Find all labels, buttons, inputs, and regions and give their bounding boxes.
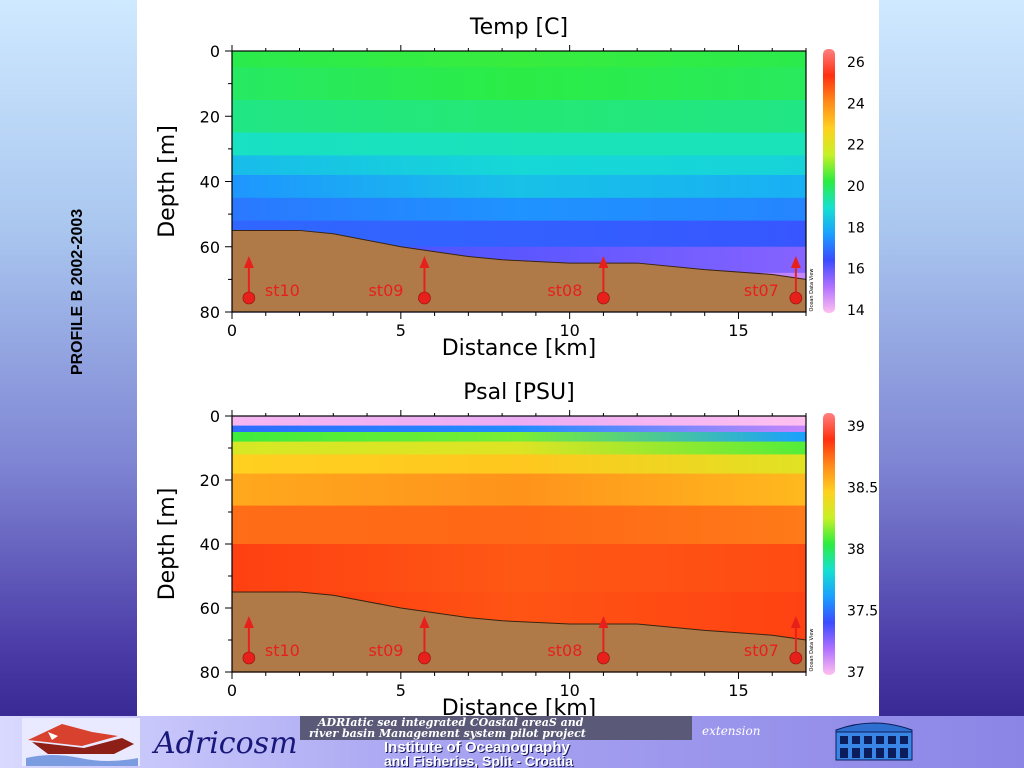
y-tick-label: 0: [210, 407, 220, 426]
seabed: [232, 592, 806, 672]
station-marker: [242, 291, 256, 305]
field-band: [232, 51, 806, 68]
institute-building-icon: [835, 722, 913, 761]
field-band: [232, 99, 806, 134]
x-tick-label: 0: [227, 321, 237, 340]
station-arrowhead: [419, 256, 430, 268]
profile-title: PROFILE B 2002-2003: [69, 208, 86, 376]
field-band: [232, 473, 806, 507]
charts-svg: Temp [C] st10 st09 st08 st07 0 5 10 15 Distance […: [155, 15, 878, 716]
station-marker: [789, 651, 803, 665]
station-arrowhead: [790, 616, 801, 628]
colorbar-tick-label: 37.5: [847, 604, 878, 620]
brand-name: Adricosm: [154, 726, 298, 761]
colorbar-tick-label: 16: [847, 262, 865, 278]
x-tick-label: 15: [728, 321, 748, 340]
x-tick-label: 5: [396, 321, 406, 340]
field-band: [232, 454, 806, 475]
field-band: [232, 197, 806, 222]
x-tick-label: 15: [728, 681, 748, 700]
colorbar-tick-label: 37: [847, 665, 865, 681]
field-band: [232, 174, 806, 199]
y-tick-label: 0: [210, 42, 220, 61]
y-axis-label: Depth [m]: [155, 488, 180, 601]
station-marker: [418, 291, 431, 305]
field-band: [232, 67, 806, 101]
y-tick-label: 80: [200, 663, 220, 682]
field-band: [232, 544, 806, 593]
project-line-1: ADRIatic sea integrated COastal areaS an…: [318, 716, 584, 729]
field-band: [232, 416, 806, 427]
y-tick-label: 20: [200, 471, 220, 490]
station-marker: [418, 651, 431, 665]
x-axis-label: Distance [km]: [442, 696, 597, 716]
colorbar-tick-label: 26: [847, 55, 865, 71]
field-band: [232, 425, 806, 433]
x-tick-label: 0: [227, 681, 237, 700]
chart-0: Temp [C] st10 st09 st08 st07 0 5 10 15 Distance […: [155, 15, 865, 361]
seabed-outline: [232, 591, 807, 641]
station-arrowhead: [419, 616, 430, 628]
field-band: [232, 155, 806, 176]
colorbar: [823, 413, 835, 675]
chart-title: Temp [C]: [469, 15, 568, 40]
x-axis-label: Distance [km]: [442, 336, 597, 361]
station-arrowhead: [598, 256, 609, 268]
boat-logo-icon: [22, 718, 140, 766]
station-arrowhead: [243, 256, 254, 268]
colorbar-tick-label: 18: [847, 220, 865, 236]
colorbar-watermark: Ocean Data View: [809, 629, 815, 672]
y-tick-label: 20: [200, 107, 220, 126]
colorbar-tick-label: 20: [847, 179, 865, 195]
station-label: st10: [265, 641, 300, 660]
project-line-2: river basin Management system pilot proj…: [309, 727, 586, 740]
chart-title: Psal [PSU]: [463, 380, 574, 405]
y-tick-label: 60: [200, 238, 220, 257]
colorbar-tick-label: 38.5: [847, 481, 878, 497]
field-band: [232, 505, 806, 545]
station-marker: [789, 291, 803, 305]
colorbar-tick-label: 24: [847, 96, 865, 112]
colorbar: [823, 49, 835, 313]
x-tick-label: 10: [559, 681, 579, 700]
colorbar-tick-label: 38: [847, 542, 865, 558]
seabed-outline: [232, 229, 807, 280]
station-marker: [597, 651, 610, 665]
field-band: [232, 432, 806, 443]
y-tick-label: 40: [200, 535, 220, 554]
y-tick-label: 80: [200, 303, 220, 322]
station-label: st09: [368, 281, 403, 300]
station-label: st10: [265, 281, 300, 300]
station-label: st09: [368, 641, 403, 660]
station-label: st07: [744, 641, 779, 660]
project-box: [300, 716, 692, 740]
station-marker: [242, 651, 256, 665]
seabed: [232, 230, 806, 312]
y-tick-label: 40: [200, 173, 220, 192]
station-marker: [597, 291, 610, 305]
station-label: st08: [547, 281, 582, 300]
y-tick-label: 60: [200, 599, 220, 618]
chart-1: Psal [PSU] st10 st09 st08 st07 0 5 10 15 Distance…: [155, 380, 878, 716]
colorbar-tick-label: 22: [847, 138, 865, 154]
station-arrowhead: [598, 616, 609, 628]
y-axis-label: Depth [m]: [155, 125, 180, 238]
institute-line-2: and Fisheries, Split - Croatia: [384, 753, 574, 768]
x-tick-label: 10: [559, 321, 579, 340]
extension-label: extension: [702, 724, 761, 738]
station-label: st08: [547, 641, 582, 660]
field-band: [232, 132, 806, 156]
x-tick-label: 5: [396, 681, 406, 700]
colorbar-watermark: Ocean Data View: [809, 269, 815, 312]
colorbar-tick-label: 39: [847, 419, 865, 435]
institute-line-1: Institute of Oceanography: [384, 739, 570, 756]
colorbar-tick-label: 14: [847, 303, 865, 319]
plot-panel: Temp [C] st10 st09 st08 st07 0 5 10 15 Distance […: [137, 0, 879, 716]
station-label: st07: [744, 281, 779, 300]
field-band: [232, 441, 806, 455]
footer-banner: Adricosm ADRIatic sea integrated COastal…: [0, 716, 1024, 768]
station-arrowhead: [790, 256, 801, 268]
station-arrowhead: [243, 616, 254, 628]
